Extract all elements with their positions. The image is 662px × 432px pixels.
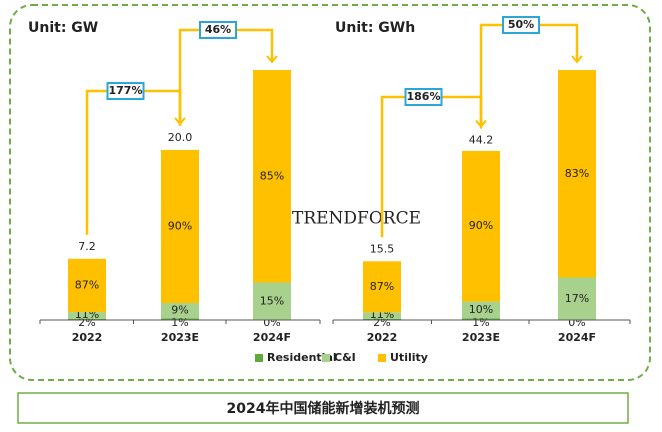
value-label: 9%: [171, 304, 188, 317]
x-tick-label: 2024F: [253, 331, 291, 344]
bar-segment: [161, 149, 199, 303]
legend-swatch: [255, 354, 263, 362]
bar-segment: [462, 318, 500, 320]
legend-label: Residential: [267, 351, 337, 364]
unit-label: Unit: GWh: [335, 20, 415, 36]
unit-label: Unit: GW: [28, 20, 98, 36]
bar-segment: [558, 277, 596, 320]
bar-segment: [68, 312, 106, 319]
legend-swatch: [378, 354, 386, 362]
bar-segment: [68, 258, 106, 313]
bar-segment: [253, 282, 291, 320]
value-label: 85%: [260, 169, 284, 182]
growth-label: 177%: [109, 84, 143, 97]
total-label: 20.0: [168, 131, 193, 144]
x-tick-label: 2023E: [161, 331, 199, 344]
growth-box: [502, 16, 540, 34]
value-label: 1%: [472, 316, 489, 329]
value-label: 1%: [171, 316, 188, 329]
growth-box: [199, 21, 237, 39]
value-label: 2%: [78, 316, 95, 329]
value-label: 90%: [469, 219, 493, 232]
value-label: 87%: [370, 280, 394, 293]
arrow-head: [266, 55, 278, 64]
total-label: 15.5: [370, 242, 395, 255]
growth-box: [106, 82, 145, 100]
bar-segment: [161, 318, 199, 320]
legend-label: C&I: [334, 351, 356, 364]
bar-segment: [363, 318, 401, 320]
growth-label: 50%: [508, 18, 534, 31]
x-tick-label: 2024F: [558, 331, 596, 344]
growth-label: 46%: [205, 23, 231, 36]
bar-segment: [161, 302, 199, 319]
value-label: 10%: [469, 303, 493, 316]
bar-segment: [363, 261, 401, 313]
x-tick-label: 2023E: [462, 331, 500, 344]
growth-box: [404, 88, 443, 106]
total-label: 7.2: [78, 240, 96, 253]
value-label: 2%: [373, 316, 390, 329]
value-label: 83%: [565, 167, 589, 180]
frame: [9, 4, 651, 381]
total-label: 44.2: [469, 134, 494, 147]
value-label: 15%: [260, 294, 284, 307]
value-label: 87%: [75, 278, 99, 291]
bar-segment: [462, 301, 500, 319]
growth-label: 186%: [407, 90, 441, 103]
bar-segment: [68, 318, 106, 320]
bar-segment: [253, 70, 291, 283]
x-tick-label: 2022: [72, 331, 103, 344]
legend-swatch: [322, 354, 330, 362]
legend-label: Utility: [390, 351, 428, 364]
value-label: 90%: [168, 219, 192, 232]
caption-box: [17, 392, 629, 424]
bar-segment: [363, 312, 401, 319]
x-tick-label: 2022: [367, 331, 398, 344]
value-label: 17%: [565, 292, 589, 305]
bar-segment: [558, 70, 596, 278]
bar-segment: [462, 150, 500, 302]
caption: 2024年中国储能新增装机预测: [227, 400, 420, 417]
arrow-head: [571, 55, 583, 64]
logo-text: TRENDFORCE: [292, 209, 421, 229]
